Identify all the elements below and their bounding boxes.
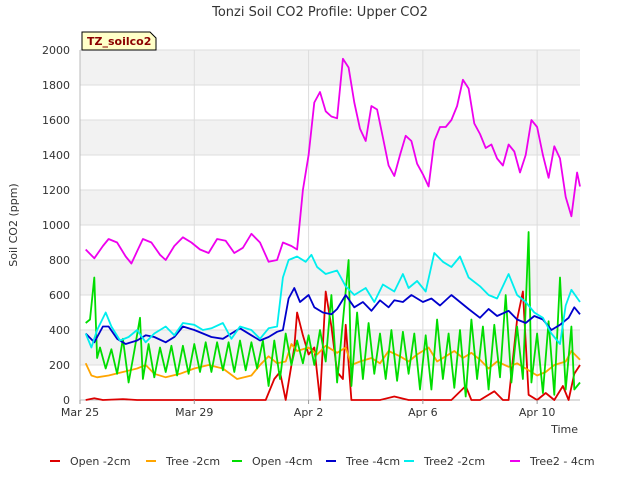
y-tick-label: 1200 bbox=[42, 184, 70, 197]
y-tick-label: 800 bbox=[49, 254, 70, 267]
series-layer bbox=[84, 57, 581, 401]
x-tick-label: Apr 2 bbox=[294, 406, 324, 419]
x-axis-title: Time bbox=[550, 423, 578, 436]
y-tick-label: 1400 bbox=[42, 149, 70, 162]
y-axis-ticks: 0 200 400 600 800 1000 1200 1400 1600 1800 2000 bbox=[42, 44, 70, 407]
legend-label-tree-2cm: Tree -2cm bbox=[165, 455, 220, 468]
badge-box bbox=[81, 31, 157, 51]
x-tick-label: Apr 6 bbox=[408, 406, 438, 419]
series-line-tree-2cm bbox=[84, 343, 581, 380]
x-tick-label: Apr 10 bbox=[519, 406, 556, 419]
series-line-tree2-4cm bbox=[85, 57, 581, 265]
series-line-open-4cm bbox=[85, 231, 581, 398]
y-tick-label: 0 bbox=[63, 394, 70, 407]
y-tick-label: 600 bbox=[49, 289, 70, 302]
y-tick-label: 400 bbox=[49, 324, 70, 337]
legend: Open -2cm Tree -2cm Open -4cm Tree -4cm Tree… bbox=[50, 455, 595, 468]
plot-band bbox=[80, 190, 580, 225]
legend-label-tree-4cm: Tree -4cm bbox=[345, 455, 400, 468]
legend-label-open-4cm: Open -4cm bbox=[252, 455, 313, 468]
plot-band bbox=[80, 260, 580, 295]
y-axis-title: Soil CO2 (ppm) bbox=[7, 183, 20, 266]
series-line-open-2cm bbox=[85, 290, 581, 401]
legend-label-tree2-2cm: Tree2 -2cm bbox=[423, 455, 485, 468]
series-line-tree-4cm bbox=[85, 287, 581, 345]
badge-label: TZ_soilco2 bbox=[87, 35, 151, 48]
y-tick-label: 2000 bbox=[42, 44, 70, 57]
dataset-badge: TZ_soilco2 bbox=[81, 31, 157, 51]
y-tick-label: 1600 bbox=[42, 114, 70, 127]
legend-label-open-2cm: Open -2cm bbox=[70, 455, 131, 468]
x-axis-ticks: Mar 25 Mar 29 Apr 2 Apr 6 Apr 10 bbox=[61, 400, 556, 419]
legend-label-tree2-4cm: Tree2 - 4cm bbox=[529, 455, 595, 468]
plot-band bbox=[80, 120, 580, 155]
grid-lines bbox=[79, 49, 580, 401]
series-line-tree2-2cm bbox=[84, 252, 581, 349]
x-tick-label: Mar 25 bbox=[61, 406, 99, 419]
y-tick-label: 200 bbox=[49, 359, 70, 372]
plot-band bbox=[80, 50, 580, 85]
y-tick-label: 1000 bbox=[42, 219, 70, 232]
y-tick-label: 1800 bbox=[42, 79, 70, 92]
chart-title: Tonzi Soil CO2 Profile: Upper CO2 bbox=[211, 5, 428, 20]
x-tick-label: Mar 29 bbox=[175, 406, 213, 419]
